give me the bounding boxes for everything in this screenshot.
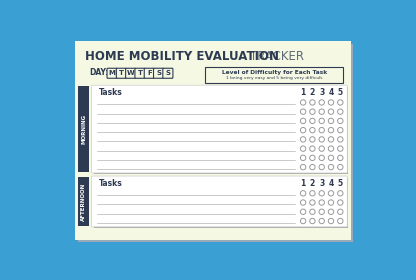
FancyBboxPatch shape [135,68,145,78]
FancyBboxPatch shape [126,68,136,78]
Text: Level of Difficulty for Each Task: Level of Difficulty for Each Task [222,70,327,75]
FancyBboxPatch shape [78,177,89,226]
Text: T: T [119,70,124,76]
FancyBboxPatch shape [75,41,351,240]
Text: HOME MOBILITY EVALUATION  TRACKER: HOME MOBILITY EVALUATION TRACKER [88,50,337,63]
Text: Tasks: Tasks [99,179,122,188]
FancyBboxPatch shape [154,68,163,78]
Text: 1: 1 [300,88,306,97]
Text: 5: 5 [338,88,343,97]
FancyBboxPatch shape [116,68,126,78]
Text: 4: 4 [328,179,334,188]
Text: 1 being very easy and 5 being very difficult.: 1 being very easy and 5 being very diffi… [225,76,323,80]
FancyBboxPatch shape [78,86,89,172]
Text: F: F [147,70,152,76]
FancyBboxPatch shape [107,68,117,78]
Text: T: T [137,70,142,76]
Text: MORNING: MORNING [81,114,86,144]
FancyBboxPatch shape [77,44,354,242]
Text: HOME MOBILITY EVALUATION: HOME MOBILITY EVALUATION [85,50,279,63]
Text: DAY:: DAY: [89,68,109,77]
Text: 3: 3 [319,179,324,188]
Text: S: S [166,70,171,76]
FancyBboxPatch shape [94,87,348,174]
FancyBboxPatch shape [92,176,347,227]
FancyBboxPatch shape [206,67,343,83]
Text: 2: 2 [310,179,315,188]
Text: 3: 3 [319,88,324,97]
Text: 2: 2 [310,88,315,97]
FancyBboxPatch shape [163,68,173,78]
Text: AFTERNOON: AFTERNOON [81,182,86,221]
FancyBboxPatch shape [144,68,154,78]
Text: W: W [127,70,134,76]
Text: 4: 4 [328,88,334,97]
Text: M: M [109,70,116,76]
FancyBboxPatch shape [94,178,348,228]
FancyBboxPatch shape [92,85,347,173]
Text: S: S [156,70,161,76]
Text: Tasks: Tasks [99,88,122,97]
Text: 5: 5 [338,179,343,188]
Text: TRACKER: TRACKER [250,50,304,63]
Text: 1: 1 [300,179,306,188]
